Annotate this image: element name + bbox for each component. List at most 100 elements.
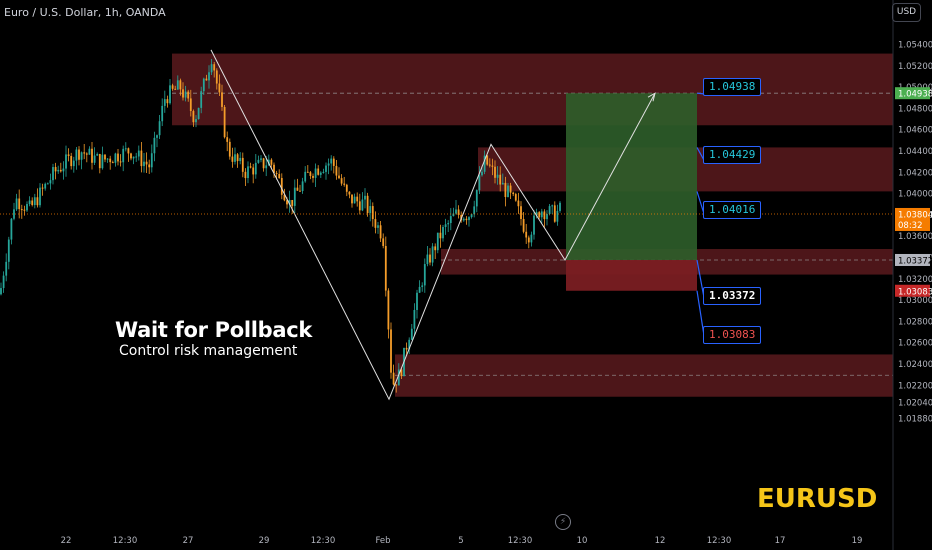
candle-body [39, 187, 41, 206]
symbol-title[interactable]: Euro / U.S. Dollar, 1h, OANDA [4, 6, 166, 19]
candle-body [67, 154, 70, 156]
candle-body [70, 155, 73, 167]
candle-body [78, 149, 80, 160]
candle-body [80, 152, 83, 160]
candle-body [309, 172, 312, 176]
candle-body [559, 202, 561, 211]
axis-layer: 1.054001.052001.050001.048001.046001.044… [61, 0, 932, 550]
candle-body [452, 213, 455, 217]
candle-body [296, 187, 299, 191]
candle-body [241, 157, 244, 172]
candle-body [327, 163, 330, 166]
candle-body [111, 162, 114, 164]
candle-body [551, 205, 554, 207]
candle-body [400, 369, 403, 377]
candle-body [83, 152, 86, 154]
candle-body [179, 80, 182, 90]
candle-body [223, 106, 226, 138]
candle-body [145, 161, 148, 165]
candle-body [278, 174, 281, 179]
candle-body [265, 165, 268, 169]
candle-body [491, 165, 494, 167]
candle-body [431, 246, 434, 263]
candle-body [301, 181, 304, 192]
candle-body [473, 206, 476, 215]
x-tick-label: 12:30 [508, 536, 533, 546]
level-label-target[interactable]: 1.04938 [703, 78, 762, 96]
candle-body [57, 169, 60, 172]
candle-body [260, 158, 262, 160]
candle-body [236, 154, 239, 162]
x-tick-label: Feb [375, 536, 390, 546]
candle-body [468, 217, 470, 221]
level-label-upper-zone[interactable]: 1.04429 [703, 146, 762, 164]
badge-target-text: 1.04938 [898, 90, 932, 100]
lightning-icon[interactable]: ⚡ [555, 514, 571, 530]
candle-body [470, 214, 473, 218]
candle-body [509, 185, 512, 193]
badge-current-text: 1.03804 [898, 210, 932, 220]
level-label-stop[interactable]: 1.03083 [703, 326, 762, 344]
candle-body [33, 197, 36, 205]
candle-body [247, 166, 249, 179]
candle-body [475, 190, 478, 207]
candle-body [436, 232, 439, 251]
candle-body [384, 245, 387, 291]
candle-body [338, 175, 340, 179]
level-label-lower-zone[interactable]: 1.04016 [703, 201, 762, 219]
candle-body [540, 211, 543, 218]
candle-body [10, 218, 13, 240]
candle-body [262, 158, 265, 169]
badge-stop [895, 284, 930, 297]
candle-body [52, 167, 54, 181]
candle-body [189, 98, 192, 112]
candle-body [462, 218, 465, 221]
candle-body [507, 185, 509, 198]
candle-body [421, 285, 424, 287]
candle-body [377, 225, 379, 228]
candle-body [291, 199, 294, 206]
arrow-head [647, 92, 656, 102]
candle-body [221, 92, 223, 107]
candle-body [117, 153, 119, 162]
candle-body [114, 153, 117, 163]
candle-body [408, 339, 411, 350]
annotation-subtitle: Control risk management [119, 343, 298, 359]
y-tick-label: 1.04400 [898, 147, 932, 157]
candle-body [455, 209, 457, 214]
candle-body [215, 70, 218, 84]
candle-body [520, 206, 522, 219]
y-tick-label: 1.02200 [898, 381, 932, 391]
candle-body [348, 191, 351, 195]
candle-body [244, 171, 247, 179]
candle-body [135, 156, 138, 158]
x-tick-label: 17 [775, 536, 786, 546]
candle-body [449, 216, 452, 224]
candle-body [397, 369, 400, 386]
candle-body [182, 89, 184, 98]
candle-body [304, 171, 307, 182]
candle-body [171, 85, 174, 89]
x-tick-label: 12 [655, 536, 666, 546]
candle-body [228, 141, 231, 157]
candle-body [148, 164, 151, 168]
candle-body [187, 91, 190, 99]
candle-body [444, 224, 447, 228]
badge-stop-text: 1.03083 [898, 287, 932, 297]
candle-body [351, 194, 353, 204]
x-tick-label: 19 [852, 536, 863, 546]
y-tick-label: 1.02800 [898, 317, 932, 327]
currency-button[interactable]: USD [892, 3, 921, 22]
candle-body [174, 88, 177, 90]
candle-body [85, 153, 88, 155]
candle-body [553, 205, 556, 222]
x-tick-label: 12:30 [113, 536, 138, 546]
loss-zone [566, 259, 697, 291]
y-tick-label: 1.02040 [898, 398, 932, 408]
level-label-entry[interactable]: 1.03372 [703, 287, 762, 305]
y-tick-label: 1.04000 [898, 190, 932, 200]
candle-body [319, 172, 322, 175]
badge-target [895, 87, 930, 100]
candle-body [325, 165, 327, 172]
